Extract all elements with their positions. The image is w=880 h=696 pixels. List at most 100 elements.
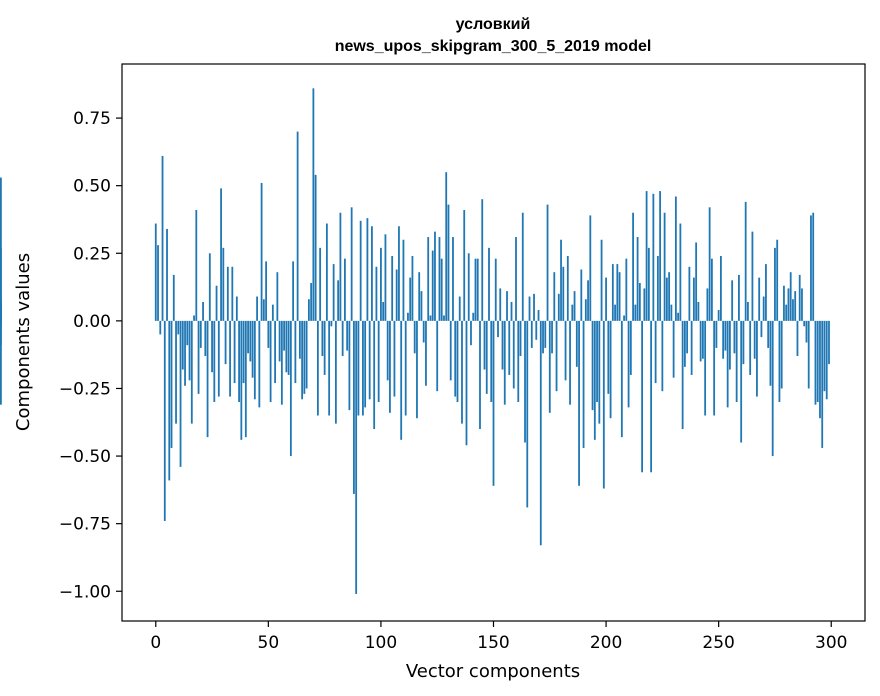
bar-241 bbox=[697, 301, 700, 321]
bar-288 bbox=[803, 320, 806, 327]
bar-258 bbox=[735, 320, 738, 402]
bar-249 bbox=[715, 320, 718, 348]
bar-20 bbox=[199, 320, 202, 348]
bar-108 bbox=[398, 226, 400, 321]
bar-135 bbox=[458, 296, 461, 321]
bar-285 bbox=[796, 320, 799, 357]
bar-134 bbox=[456, 320, 459, 402]
bar-13 bbox=[184, 320, 186, 386]
bar-259 bbox=[738, 274, 740, 321]
bar-221 bbox=[652, 193, 655, 321]
bar-44 bbox=[253, 320, 256, 400]
bar-195 bbox=[593, 320, 596, 440]
bar-207 bbox=[620, 320, 623, 438]
bar-101 bbox=[382, 301, 385, 321]
bar-297 bbox=[823, 320, 826, 392]
bar-94 bbox=[366, 218, 369, 321]
bar-30 bbox=[222, 247, 225, 321]
bar-102 bbox=[384, 234, 387, 321]
bar-50 bbox=[267, 320, 270, 348]
bar-139 bbox=[467, 253, 470, 321]
bar-26 bbox=[213, 320, 216, 402]
bar-216 bbox=[641, 320, 643, 473]
bar-141 bbox=[472, 312, 475, 321]
y-tick-label: 0.50 bbox=[73, 177, 111, 197]
bar-198 bbox=[600, 239, 603, 321]
bar-55 bbox=[278, 320, 281, 362]
chart-title: условкий bbox=[456, 16, 531, 33]
bar-63 bbox=[296, 131, 299, 321]
bar-106 bbox=[393, 320, 396, 397]
bar-143 bbox=[476, 258, 479, 321]
bar-100 bbox=[380, 247, 382, 321]
bar-292 bbox=[812, 212, 815, 321]
bar-1 bbox=[157, 245, 159, 321]
bar-29 bbox=[220, 188, 222, 321]
bar-124 bbox=[434, 231, 436, 321]
bar-226 bbox=[663, 212, 666, 321]
bar-99 bbox=[377, 320, 380, 402]
bar-233 bbox=[679, 223, 682, 321]
bar-140 bbox=[470, 320, 472, 346]
bar-238 bbox=[690, 320, 693, 375]
bar-149 bbox=[490, 320, 493, 402]
bar-251 bbox=[720, 255, 722, 321]
bar-214 bbox=[636, 237, 639, 321]
bar-232 bbox=[677, 312, 680, 321]
bar-298 bbox=[825, 320, 828, 400]
bar-80 bbox=[334, 320, 337, 424]
bar-187 bbox=[575, 320, 578, 367]
bar-299 bbox=[828, 320, 830, 365]
bar-270 bbox=[762, 296, 765, 321]
bar-265 bbox=[751, 231, 754, 321]
bar-213 bbox=[634, 304, 637, 321]
bar-217 bbox=[643, 288, 646, 321]
bar-107 bbox=[395, 269, 398, 321]
bar-14 bbox=[186, 320, 189, 346]
y-tick-label: −0.25 bbox=[59, 379, 111, 399]
bar-197 bbox=[598, 320, 601, 424]
bar-118 bbox=[420, 291, 423, 321]
bar-254 bbox=[726, 320, 729, 408]
bar-82 bbox=[339, 212, 342, 321]
bar-295 bbox=[819, 320, 821, 419]
x-tick-label: 50 bbox=[258, 633, 280, 653]
bar-266 bbox=[753, 320, 756, 359]
bar-undefined bbox=[0, 320, 2, 405]
bar-199 bbox=[602, 320, 605, 489]
bar-263 bbox=[747, 301, 749, 321]
bar-79 bbox=[332, 264, 335, 321]
bar-275 bbox=[774, 247, 776, 321]
bar-4 bbox=[163, 320, 166, 521]
bar-153 bbox=[499, 288, 502, 321]
y-axis-ticks: −1.00 −0.75 −0.50 −0.25 0.00 0.25 0.50 0.75 bbox=[59, 109, 122, 602]
bar-145 bbox=[481, 199, 484, 321]
bar-137 bbox=[463, 210, 466, 321]
bar-284 bbox=[794, 291, 797, 321]
bar-210 bbox=[627, 320, 630, 408]
bar-12 bbox=[181, 320, 184, 370]
bar-202 bbox=[609, 320, 612, 419]
bar-69 bbox=[310, 283, 313, 321]
bar-245 bbox=[706, 288, 709, 321]
bar-19 bbox=[197, 320, 200, 394]
bar-90 bbox=[357, 320, 360, 416]
bar-246 bbox=[708, 207, 711, 321]
bar-110 bbox=[402, 239, 405, 321]
bar-256 bbox=[731, 280, 734, 321]
bar-48 bbox=[262, 299, 265, 321]
bar-70 bbox=[312, 88, 315, 321]
x-tick-label: 250 bbox=[702, 633, 734, 653]
x-tick-label: 300 bbox=[815, 633, 847, 653]
bar-57 bbox=[283, 320, 286, 351]
bar-173 bbox=[544, 320, 547, 348]
bar-184 bbox=[569, 320, 571, 405]
bar-81 bbox=[337, 280, 340, 321]
bar-56 bbox=[280, 320, 283, 405]
bar-252 bbox=[722, 320, 725, 359]
x-tick-label: 100 bbox=[365, 633, 397, 653]
bar-51 bbox=[269, 320, 272, 402]
bar-120 bbox=[425, 320, 427, 386]
bar-220 bbox=[650, 320, 653, 473]
bar-7 bbox=[170, 320, 173, 448]
